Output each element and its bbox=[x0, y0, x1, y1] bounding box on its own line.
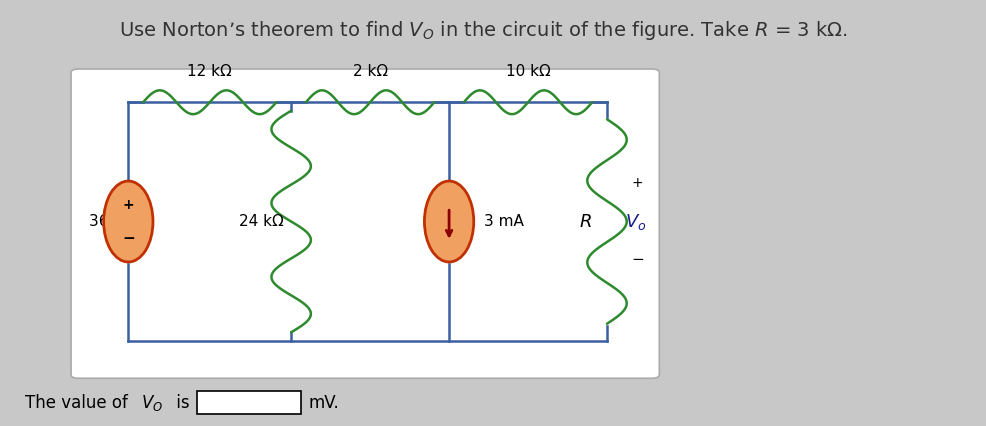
Text: 36 V: 36 V bbox=[89, 214, 123, 229]
Text: mV.: mV. bbox=[309, 394, 339, 412]
Text: is: is bbox=[171, 394, 189, 412]
Text: 3 mA: 3 mA bbox=[483, 214, 523, 229]
Ellipse shape bbox=[104, 181, 153, 262]
Text: 2 kΩ: 2 kΩ bbox=[352, 64, 387, 79]
Text: $R$: $R$ bbox=[579, 213, 592, 230]
Ellipse shape bbox=[424, 181, 473, 262]
Text: 10 kΩ: 10 kΩ bbox=[505, 64, 550, 79]
FancyBboxPatch shape bbox=[71, 69, 659, 378]
Text: −: − bbox=[122, 231, 134, 246]
Text: $V_O$: $V_O$ bbox=[141, 393, 163, 412]
Text: 12 kΩ: 12 kΩ bbox=[187, 64, 232, 79]
Text: +: + bbox=[631, 176, 643, 190]
Text: +: + bbox=[122, 198, 134, 212]
FancyBboxPatch shape bbox=[197, 391, 301, 414]
Text: The value of: The value of bbox=[25, 394, 133, 412]
Text: Use Norton’s theorem to find $V_O$ in the circuit of the figure. Take $R$ = 3 kΩ: Use Norton’s theorem to find $V_O$ in th… bbox=[119, 19, 847, 42]
Text: $V_o$: $V_o$ bbox=[624, 212, 646, 231]
Text: 24 kΩ: 24 kΩ bbox=[239, 214, 283, 229]
Text: −: − bbox=[631, 252, 644, 268]
